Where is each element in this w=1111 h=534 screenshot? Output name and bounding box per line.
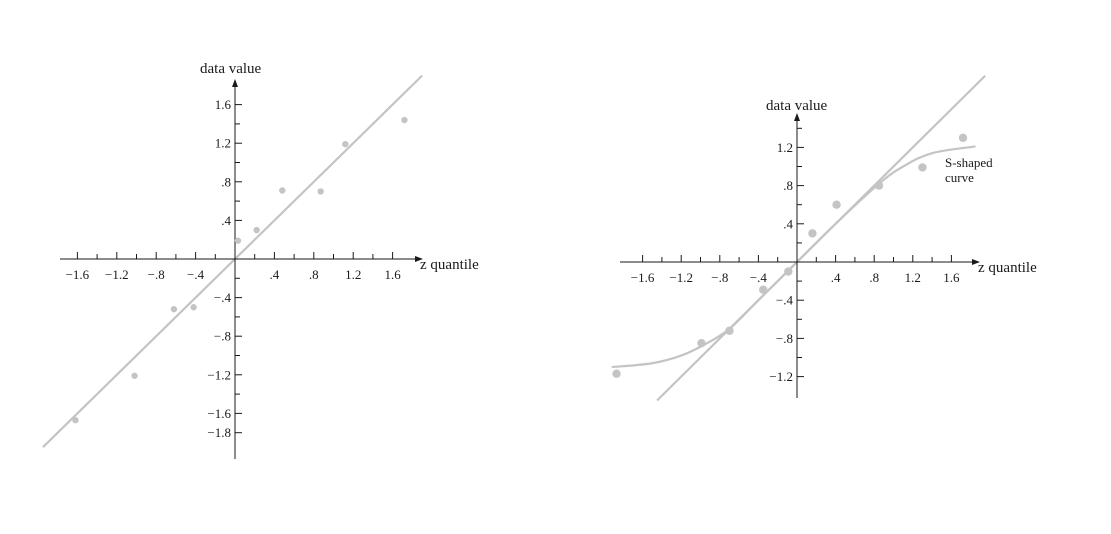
y-tick-label: .4 bbox=[221, 213, 231, 228]
x-tick-label: 1.6 bbox=[384, 267, 401, 282]
data-point bbox=[279, 187, 286, 194]
data-point bbox=[170, 305, 178, 313]
data-point bbox=[958, 133, 968, 143]
y-tick-label: −1.6 bbox=[207, 406, 231, 421]
y-axis-title: data value bbox=[766, 98, 828, 114]
data-point bbox=[759, 285, 768, 294]
data-point bbox=[784, 267, 793, 276]
x-axis-arrow bbox=[972, 259, 980, 265]
y-tick-label: 1.6 bbox=[215, 97, 232, 112]
data-point bbox=[918, 163, 927, 172]
s-shaped-curve bbox=[611, 145, 976, 369]
chart-panel-1: −1.6 −1.2 −.8 −.4 .4 .8 1.2 1.6 1.6 1.2 .8 .4 −.4 −.8… bbox=[42, 61, 479, 459]
chart-panel-2: −1.6 −1.2 −.8 −.4 .4 .8 1.2 1.6 1.2 .8 .4 −.4 −.8 −1.… bbox=[611, 74, 1037, 402]
data-point bbox=[401, 116, 408, 124]
y-tick-label: .4 bbox=[783, 216, 793, 231]
x-tick-label: −1.6 bbox=[66, 267, 90, 282]
y-tick-label: .8 bbox=[221, 174, 231, 189]
x-axis-title: z quantile bbox=[420, 257, 479, 273]
data-point bbox=[697, 338, 706, 348]
data-point bbox=[253, 226, 260, 234]
y-tick-label: −1.2 bbox=[207, 367, 231, 382]
data-point bbox=[234, 237, 242, 244]
y-tick-label: −.8 bbox=[776, 331, 793, 346]
y-tick-label: −.4 bbox=[776, 293, 794, 308]
x-tick-label: 1.6 bbox=[943, 270, 960, 285]
x-tick-label: .4 bbox=[831, 270, 841, 285]
y-tick-label: −.4 bbox=[214, 290, 232, 305]
data-point bbox=[131, 372, 138, 379]
x-tick-label: −1.6 bbox=[631, 270, 655, 285]
x-tick-label: 1.2 bbox=[905, 270, 921, 285]
data-point bbox=[612, 369, 621, 378]
y-tick-label: 1.2 bbox=[215, 136, 231, 151]
data-point bbox=[72, 416, 79, 424]
x-axis-title: z quantile bbox=[978, 260, 1037, 276]
y-axis-title: data value bbox=[200, 61, 262, 77]
annotation-text: S-shaped bbox=[945, 155, 993, 170]
x-tick-label: −1.2 bbox=[105, 267, 129, 282]
data-point bbox=[342, 140, 349, 148]
annotation-text: curve bbox=[945, 170, 974, 185]
data-point bbox=[874, 181, 884, 190]
x-tick-label: .4 bbox=[270, 267, 280, 282]
y-tick-label: −.8 bbox=[214, 329, 231, 344]
x-tick-label: .8 bbox=[869, 270, 879, 285]
y-axis-arrow bbox=[232, 79, 238, 87]
data-point bbox=[808, 229, 817, 238]
data-point bbox=[317, 188, 324, 195]
data-point bbox=[832, 200, 841, 209]
y-tick-label: 1.2 bbox=[777, 140, 793, 155]
x-tick-label: −.8 bbox=[711, 270, 728, 285]
y-tick-label: −1.2 bbox=[769, 369, 793, 384]
x-tick-label: −.4 bbox=[187, 267, 205, 282]
reference-line bbox=[42, 74, 423, 448]
x-axis-arrow bbox=[415, 256, 423, 262]
x-tick-label: −.8 bbox=[148, 267, 165, 282]
x-tick-label: −.4 bbox=[750, 270, 768, 285]
data-point bbox=[190, 304, 197, 311]
y-axis-arrow bbox=[794, 113, 800, 121]
y-tick-label: .8 bbox=[783, 178, 793, 193]
x-tick-label: 1.2 bbox=[345, 267, 361, 282]
x-tick-label: .8 bbox=[309, 267, 319, 282]
data-point bbox=[725, 326, 734, 335]
x-tick-label: −1.2 bbox=[669, 270, 693, 285]
y-tick-label: −1.8 bbox=[207, 425, 231, 440]
